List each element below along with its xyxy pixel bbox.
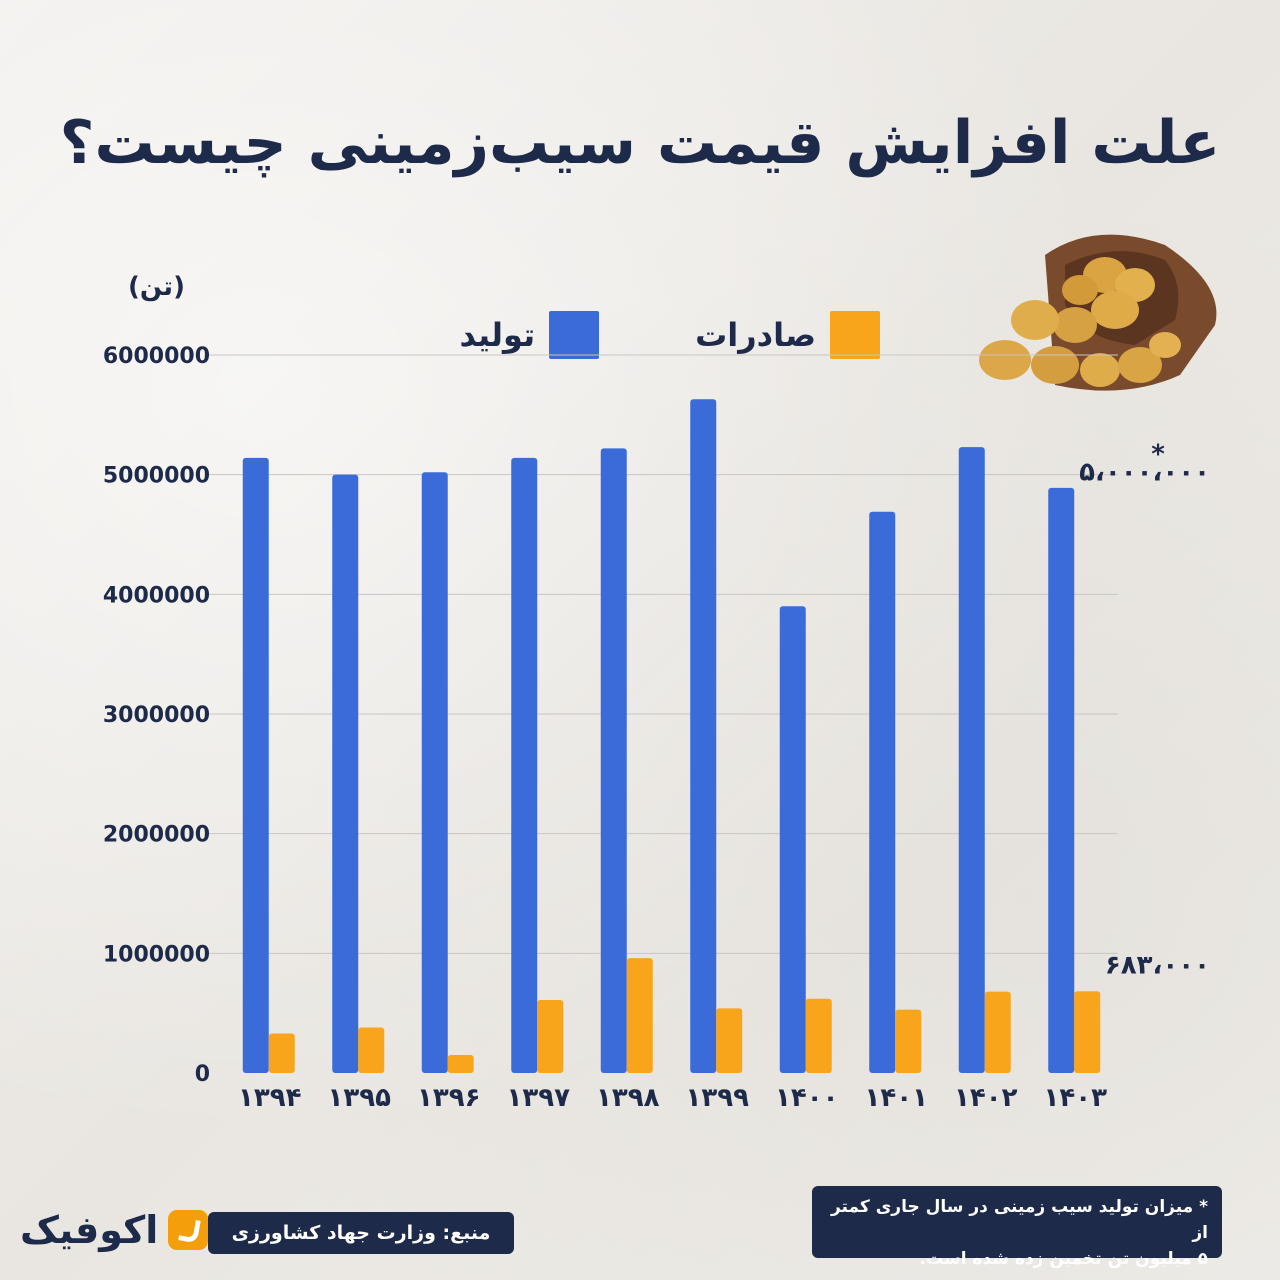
bar-chart: 0 1000000 2000000 3000000 4000000 5000000 6000… [103, 344, 1210, 1113]
footnote-box: * میزان تولید سیب زمینی در سال جاری کمتر… [812, 1186, 1222, 1269]
y-tick-label-4: 4000000 [103, 583, 210, 608]
logo-text: اکوفیک [20, 1208, 159, 1252]
potato-sack-icon [979, 234, 1217, 391]
bar-exports-0 [268, 1033, 295, 1073]
data-label-0: ۵،۰۰۰،۰۰۰ [1079, 458, 1210, 488]
y-tick-label-6: 6000000 [103, 344, 210, 369]
data-label-marker-0: * [1151, 440, 1165, 470]
x-tick-label-9: ۱۴۰۳ [1044, 1083, 1108, 1113]
brand-logo: اکوفیک [20, 1208, 209, 1252]
legend-label-production: تولید [459, 316, 536, 354]
bar-exports-4 [626, 958, 653, 1073]
logo-mark-icon [168, 1210, 209, 1250]
bar-production-1 [332, 474, 359, 1074]
x-tick-label-2: ۱۳۹۶ [417, 1083, 480, 1113]
unit-label: (تن) [128, 272, 185, 302]
y-tick-label-5: 5000000 [103, 464, 210, 489]
x-tick-label-5: ۱۳۹۹ [686, 1083, 750, 1113]
footnote-line-1: * میزان تولید سیب زمینی در سال جاری کمتر… [830, 1197, 1208, 1243]
x-tick-label-1: ۱۳۹۵ [328, 1083, 392, 1113]
legend-swatch-production [549, 311, 600, 359]
y-tick-label-2: 2000000 [103, 823, 210, 848]
bar-exports-3 [537, 1000, 564, 1073]
bar-production-7 [869, 511, 896, 1074]
bar-exports-9 [1074, 991, 1101, 1073]
bar-production-0 [242, 457, 269, 1073]
data-label-1: ۶۸۳،۰۰۰ [1105, 950, 1210, 980]
bar-exports-5 [716, 1008, 743, 1073]
bar-exports-6 [805, 998, 832, 1073]
page-title: علت افزایش قیمت سیب‌زمینی چیست؟ [59, 108, 1221, 178]
bar-production-4 [600, 448, 627, 1074]
x-tick-label-6: ۱۴۰۰ [775, 1083, 838, 1113]
bar-production-2 [421, 472, 448, 1074]
bar-exports-1 [358, 1027, 385, 1073]
bar-production-5 [690, 399, 717, 1073]
chart-legend: صادرات تولید [420, 310, 880, 360]
y-tick-label-3: 3000000 [103, 703, 210, 728]
legend-item-exports: صادرات [695, 311, 880, 359]
y-tick-label-0: 0 [195, 1062, 210, 1087]
x-tick-label-3: ۱۳۹۷ [507, 1083, 571, 1113]
y-tick-label-1: 1000000 [103, 942, 210, 967]
bar-production-6 [779, 606, 806, 1073]
x-tick-label-0: ۱۳۹۴ [238, 1083, 301, 1113]
source-badge: منبع: وزارت جهاد کشاورزی [208, 1212, 514, 1254]
bar-production-8 [958, 447, 985, 1074]
footnote-line-2: ۵ میلیون تن تخمین زده شده است. [919, 1249, 1208, 1269]
bar-production-9 [1048, 487, 1075, 1074]
x-tick-label-8: ۱۴۰۲ [954, 1083, 1018, 1113]
bar-exports-7 [895, 1009, 922, 1073]
bar-production-3 [511, 457, 538, 1073]
legend-swatch-exports [830, 311, 880, 359]
legend-item-production: تولید [459, 311, 600, 359]
x-tick-label-7: ۱۴۰۱ [865, 1083, 928, 1113]
bar-exports-8 [984, 991, 1011, 1073]
x-tick-label-4: ۱۳۹۸ [596, 1083, 660, 1113]
bar-exports-2 [447, 1055, 474, 1073]
legend-label-exports: صادرات [695, 316, 816, 354]
